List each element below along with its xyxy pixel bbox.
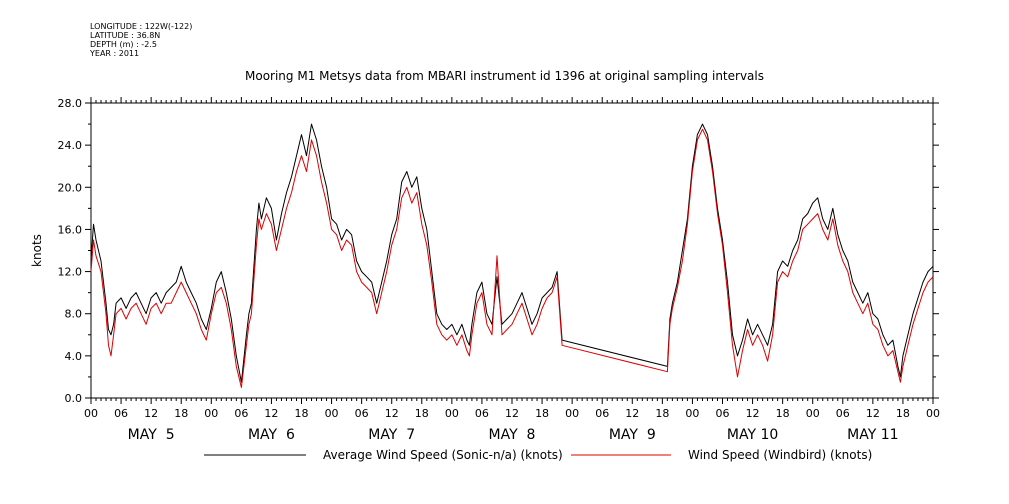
x-tick-label: 06	[114, 407, 128, 420]
x-tick-label: 18	[415, 407, 429, 420]
axes-group: 00 06 12 18 00 06 12 18 00 06 12 18 00 06 12 18 00 06 12 18…	[30, 97, 940, 443]
y-tick-label: 16.0	[58, 223, 83, 236]
y-tick-label: 24.0	[58, 139, 83, 152]
y-tick-label: 4.0	[65, 350, 83, 363]
x-tick-label: 12	[505, 407, 519, 420]
legend-label-sonic: Average Wind Speed (Sonic-n/a) (knots)	[323, 448, 563, 462]
x-tick-label: 12	[625, 407, 639, 420]
year-label: YEAR : 2011	[90, 49, 140, 58]
plot-frame	[90, 102, 934, 399]
series-line-sonic	[90, 123, 934, 383]
x-tick-label: 12	[866, 407, 880, 420]
latitude-label: LATITUDE : 36.8N	[90, 31, 161, 40]
x-tick-label: 00	[325, 407, 339, 420]
x-day-label: MAY 8	[489, 427, 536, 443]
depth-label: DEPTH (m) : -2.5	[90, 40, 157, 49]
x-tick-label: 12	[144, 407, 158, 420]
longitude-label: LONGITUDE : 122W(-122)	[90, 22, 193, 31]
y-tick-label: 12.0	[58, 266, 83, 279]
x-day-label: MAY 11	[847, 427, 898, 443]
x-tick-label: 18	[896, 407, 910, 420]
x-tick-label: 06	[234, 407, 248, 420]
x-tick-label: 00	[806, 407, 820, 420]
x-tick-label: 00	[685, 407, 699, 420]
x-tick-label: 06	[716, 407, 730, 420]
x-tick-label: 00	[445, 407, 459, 420]
metadata-block: LONGITUDE : 122W(-122) LATITUDE : 36.8N …	[90, 22, 192, 58]
y-axis-label: knots	[30, 234, 44, 267]
x-day-label: MAY 7	[368, 427, 415, 443]
x-tick-label: 00	[926, 407, 940, 420]
x-tick-label: 00	[204, 407, 218, 420]
x-tick-label: 00	[84, 407, 98, 420]
chart-title: Mooring M1 Metsys data from MBARI instru…	[245, 69, 764, 83]
x-tick-label: 06	[595, 407, 609, 420]
series-group	[90, 123, 934, 388]
x-day-label: MAY 6	[248, 427, 295, 443]
x-tick-label: 18	[535, 407, 549, 420]
legend-label-windbird: Wind Speed (Windbird) (knots)	[688, 448, 872, 462]
legend: Average Wind Speed (Sonic-n/a) (knots) Wi…	[204, 448, 872, 462]
x-tick-label: 18	[776, 407, 790, 420]
x-tick-label: 00	[565, 407, 579, 420]
x-tick-label: 18	[655, 407, 669, 420]
x-day-label: MAY 5	[128, 427, 175, 443]
y-tick-label: 8.0	[65, 308, 83, 321]
y-tick-label: 0.0	[65, 392, 83, 405]
x-tick-label: 06	[836, 407, 850, 420]
x-tick-label: 12	[264, 407, 278, 420]
x-tick-label: 18	[174, 407, 188, 420]
y-tick-label: 20.0	[58, 181, 83, 194]
x-tick-label: 12	[385, 407, 399, 420]
x-tick-label: 12	[746, 407, 760, 420]
x-day-label: MAY 10	[727, 427, 778, 443]
series-line-windbird	[90, 128, 934, 388]
x-tick-label: 18	[295, 407, 309, 420]
x-tick-label: 06	[475, 407, 489, 420]
x-tick-label: 06	[355, 407, 369, 420]
y-tick-label: 28.0	[58, 97, 83, 110]
x-day-label: MAY 9	[609, 427, 656, 443]
